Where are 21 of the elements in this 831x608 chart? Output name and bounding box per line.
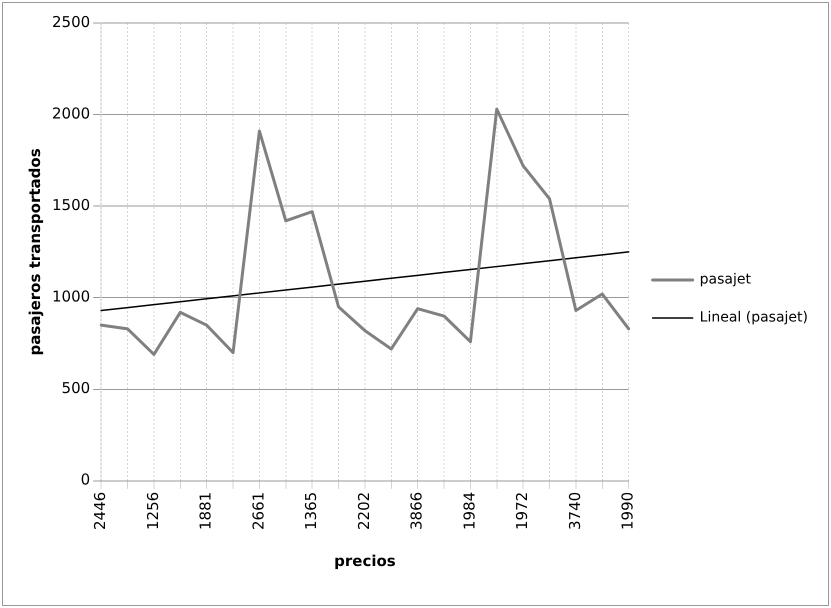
x-tick-label: 2202: [354, 492, 373, 530]
x-tick-label: 2446: [91, 492, 110, 530]
legend-label: Lineal (pasajet): [700, 310, 808, 326]
x-tick-label: 3866: [408, 492, 426, 530]
legend-label: pasajet: [700, 272, 752, 288]
x-tick-label: 1365: [302, 492, 320, 530]
y-tick-label: 2000: [52, 104, 90, 122]
y-tick-label: 500: [62, 379, 90, 398]
y-tick-label: 0: [80, 470, 90, 489]
x-tick-label: 1990: [618, 492, 637, 530]
y-tick-label: 1500: [52, 196, 90, 214]
x-tick-label: 1881: [196, 492, 215, 530]
y-axis-title: pasajeros transportados: [26, 148, 44, 356]
x-axis-title: precios: [334, 552, 396, 570]
x-tick-label: 2661: [249, 492, 268, 530]
y-tick-label: 1000: [52, 288, 90, 306]
x-tick-label: 1972: [513, 492, 532, 530]
y-tick-label: 2500: [52, 12, 90, 31]
x-tick-label: 3740: [566, 492, 584, 530]
x-tick-label: 1984: [460, 492, 478, 530]
x-tick-label: 1256: [144, 492, 162, 530]
